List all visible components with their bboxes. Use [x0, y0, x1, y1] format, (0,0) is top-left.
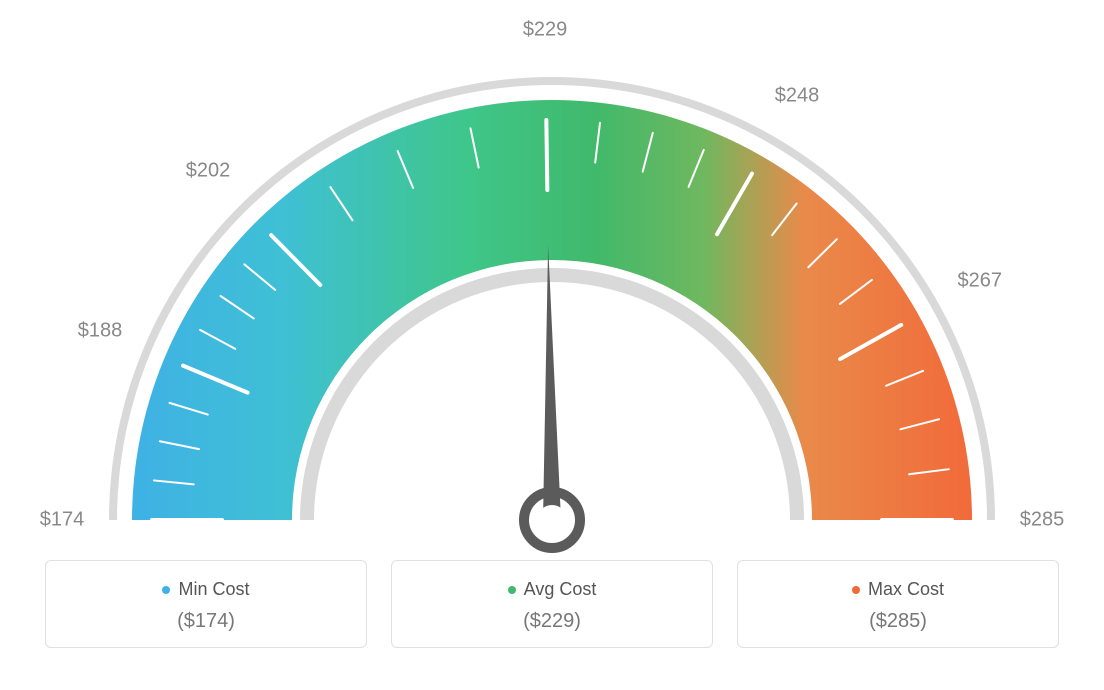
- legend-title-max: Max Cost: [852, 579, 944, 600]
- legend-card-min: Min Cost ($174): [45, 560, 367, 648]
- gauge-tick-label: $248: [775, 84, 820, 107]
- gauge-tick-label: $202: [186, 160, 231, 183]
- legend-title-avg-text: Avg Cost: [524, 579, 597, 600]
- legend-title-avg: Avg Cost: [508, 579, 597, 600]
- legend-dot-min: [162, 586, 170, 594]
- legend-value-max: ($285): [738, 610, 1058, 633]
- legend-title-min-text: Min Cost: [178, 579, 249, 600]
- gauge-svg: [0, 0, 1104, 560]
- gauge-chart: $174 $188 $202 $229 $248 $267 $285: [0, 0, 1104, 560]
- legend-card-avg: Avg Cost ($229): [391, 560, 713, 648]
- gauge-tick-label: $285: [1020, 509, 1065, 532]
- legend-value-min: ($174): [46, 610, 366, 633]
- legend-title-max-text: Max Cost: [868, 579, 944, 600]
- gauge-tick-label: $267: [958, 270, 1003, 293]
- gauge-tick-label: $174: [40, 509, 85, 532]
- legend-dot-max: [852, 586, 860, 594]
- legend-row: Min Cost ($174) Avg Cost ($229) Max Cost…: [0, 560, 1104, 648]
- legend-value-avg: ($229): [392, 610, 712, 633]
- gauge-tick-label: $188: [78, 319, 123, 342]
- legend-dot-avg: [508, 586, 516, 594]
- legend-title-min: Min Cost: [162, 579, 249, 600]
- legend-card-max: Max Cost ($285): [737, 560, 1059, 648]
- gauge-tick-label: $229: [523, 19, 568, 42]
